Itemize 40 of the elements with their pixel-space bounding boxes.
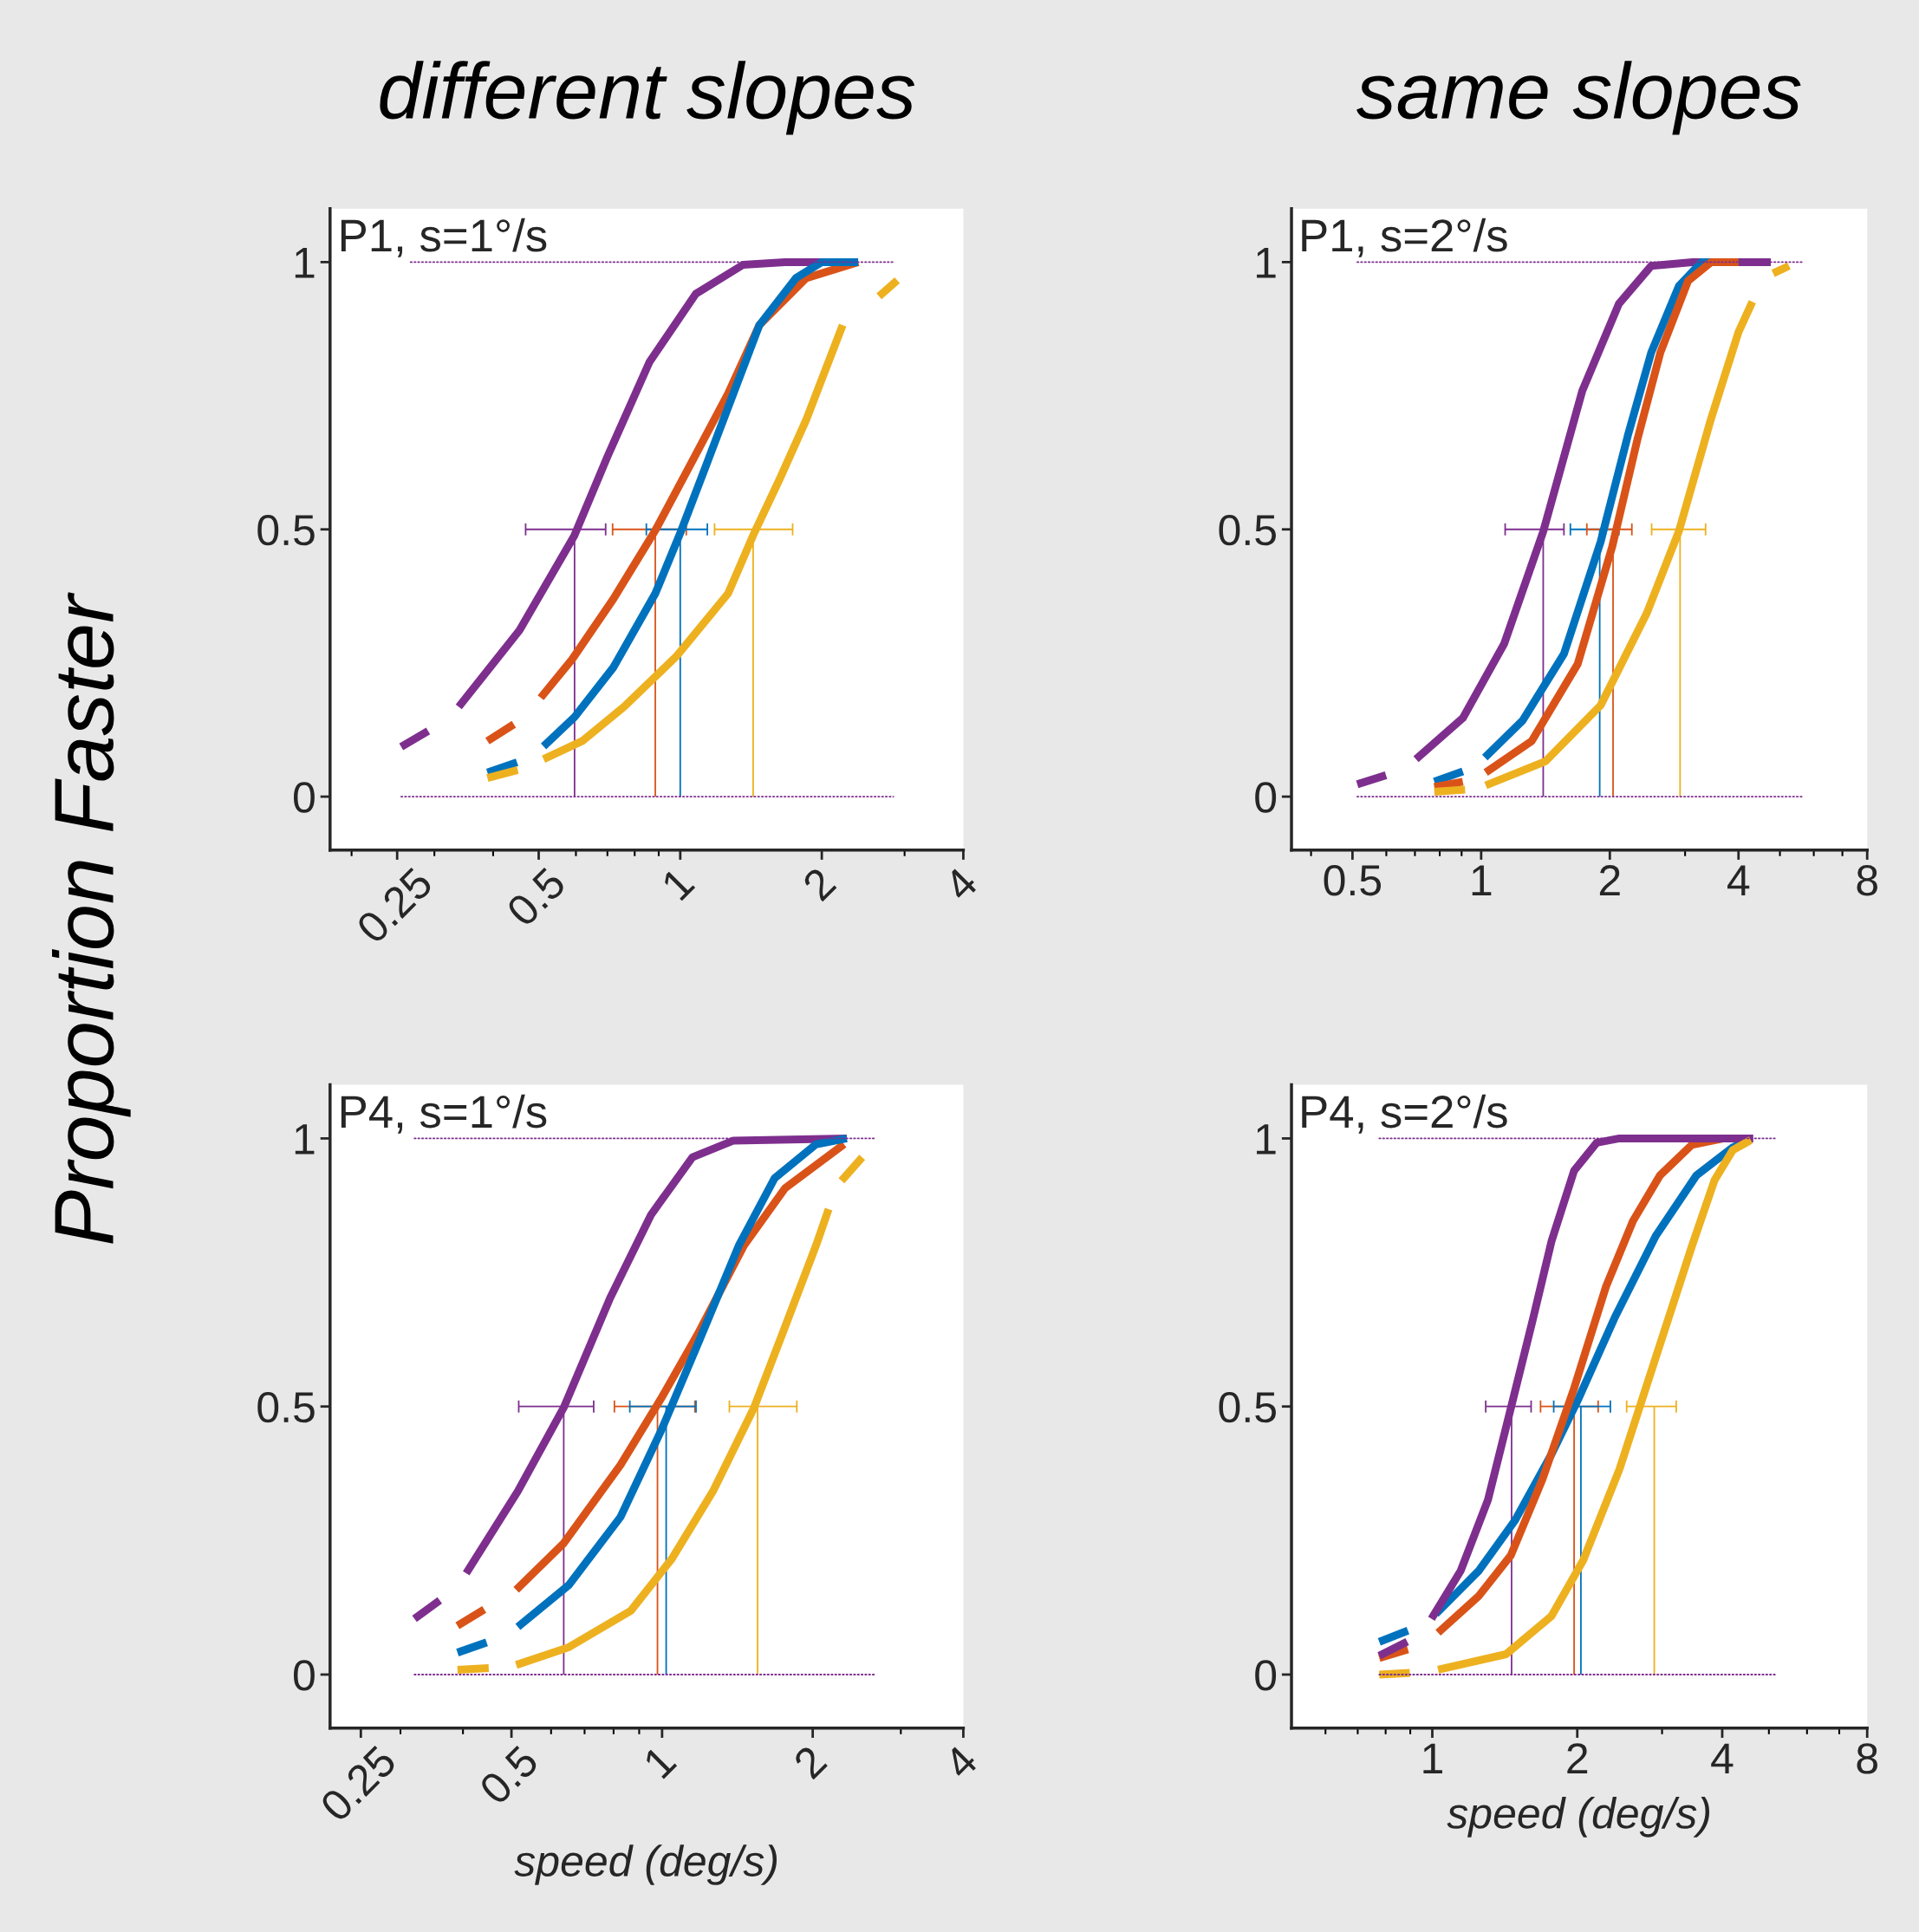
y-tick-label: 0.5 — [1219, 514, 1276, 546]
x-tick-label: 1 — [660, 866, 696, 901]
y-tick-label: 0.5 — [257, 1391, 315, 1423]
x-tick-label: 0.5 — [478, 1744, 540, 1806]
x-tick-label: 8 — [1857, 865, 1877, 896]
x-tick-label: 4 — [1727, 865, 1750, 895]
x-tick-label: 1 — [1472, 865, 1492, 895]
annotation: P4, s=2°/s — [1302, 1094, 1507, 1134]
annotation: P1, s=2°/s — [1302, 218, 1507, 257]
y-tick-label: 0 — [1255, 1660, 1277, 1691]
y-tick-label: 1 — [1257, 1124, 1276, 1155]
x-tick-label: 8 — [1857, 1743, 1877, 1774]
x-tick-label: 1 — [1423, 1743, 1442, 1774]
x-tick-label: 0.5 — [1324, 865, 1382, 896]
x-tick-label: 0.5 — [504, 866, 568, 928]
y-tick-label: 1 — [295, 248, 315, 278]
y-tick-label: 0 — [1255, 782, 1277, 813]
x-tick-label: 2 — [801, 866, 837, 902]
y-tick-label: 1 — [295, 1124, 315, 1155]
x-tick-label: 2 — [1599, 865, 1620, 895]
annotation: P1, s=1°/s — [341, 218, 547, 257]
y-tick-label: 0.5 — [1219, 1391, 1276, 1423]
x-tick-label: 2 — [1567, 1743, 1588, 1774]
chart-title: same slopes — [1356, 61, 1801, 135]
x-axis-title: speed (deg/s) — [514, 1844, 777, 1885]
y-tick-label: 0 — [293, 1660, 315, 1691]
y-axis-title: Proportion Faster — [52, 592, 131, 1244]
x-tick-label: 4 — [942, 1744, 979, 1781]
x-axis-title: speed (deg/s) — [1447, 1797, 1710, 1838]
x-tick-label: 4 — [942, 866, 979, 903]
y-tick-label: 0 — [293, 782, 315, 813]
x-tick-label: 0.25 — [318, 1744, 398, 1824]
y-tick-label: 1 — [1257, 248, 1276, 278]
x-tick-label: 1 — [642, 1744, 678, 1779]
x-tick-label: 2 — [792, 1744, 828, 1780]
annotation: P4, s=1°/s — [341, 1094, 547, 1134]
x-tick-label: 4 — [1711, 1743, 1734, 1774]
y-tick-label: 0.5 — [257, 514, 315, 546]
chart-title: different slopes — [380, 61, 915, 135]
x-tick-label: 0.25 — [355, 866, 434, 946]
